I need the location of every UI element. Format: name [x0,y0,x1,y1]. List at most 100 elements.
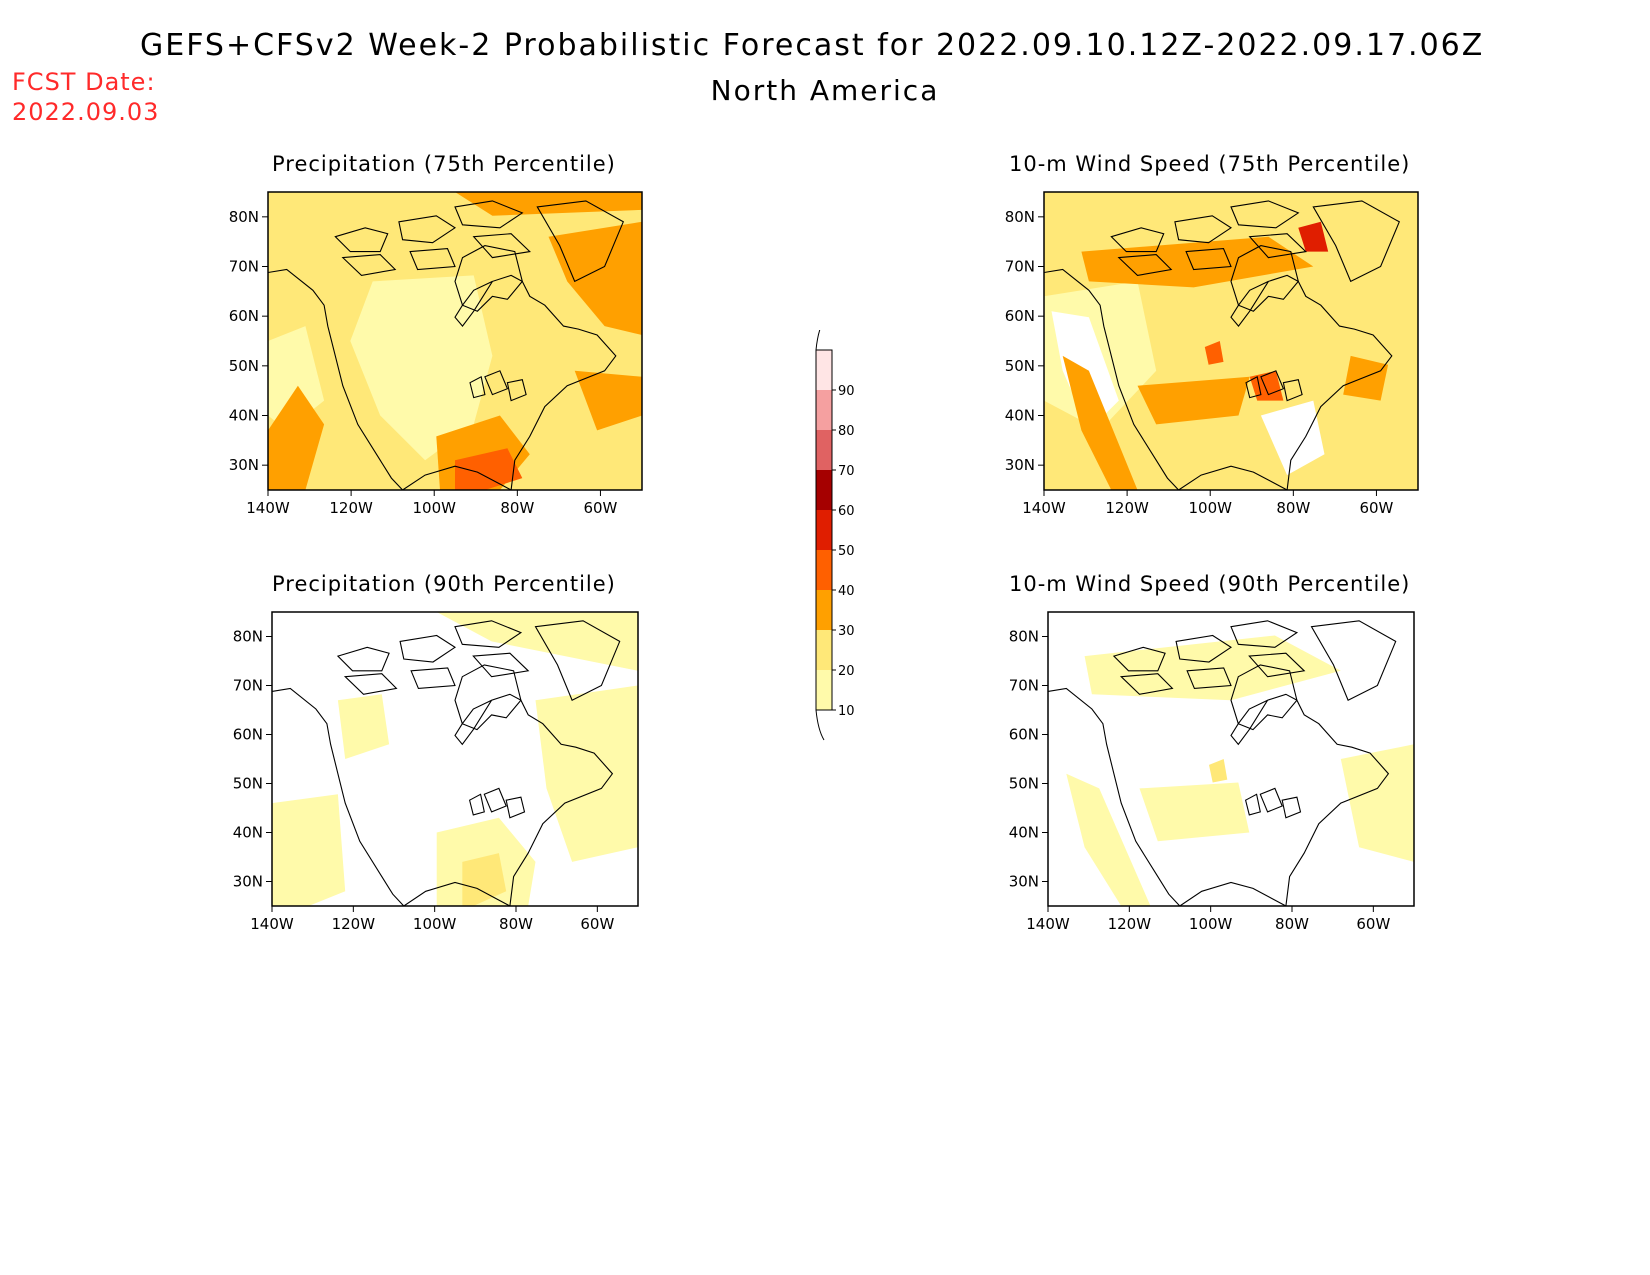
y-tick-label: 70N [229,258,259,276]
colorbar-swatch [816,550,832,590]
x-tick-label: 120W [329,499,373,517]
coastline [1245,375,1262,399]
coastline [272,687,405,906]
colorbar-tick-label: 10 [838,704,855,719]
shade-region [350,275,493,461]
coastline [410,667,456,689]
coastline [402,465,512,490]
y-tick-label: 70N [233,677,263,695]
colorbar-tick-label: 70 [838,464,855,479]
shade-region [1249,370,1284,401]
colorbar-swatch [816,390,832,430]
y-tick-label: 80N [233,628,263,646]
map-frame [1043,191,1419,491]
coastline [1312,200,1400,283]
coastline [454,664,522,731]
y-tick-label: 30N [229,456,259,474]
y-tick-label: 40N [1005,407,1035,425]
fcst-date-value: 2022.09.03 [12,98,160,126]
y-tick-label: 30N [233,873,263,891]
shade-region [1204,341,1224,365]
coastline [1259,787,1283,813]
panel-wind-90: 10-m Wind Speed (90th Percentile) 140W 12… [976,570,1436,940]
shade-region [535,685,638,862]
colorbar-swatch [816,350,832,390]
coastline [1230,274,1393,490]
shade-region [436,612,638,671]
shade-region [574,370,642,431]
x-tick-label: 140W [1022,499,1066,517]
shade-region [268,385,325,490]
coastline [1178,465,1288,490]
map-wind-90: 140W 120W 100W 80W 60W 80N 70N 60N 50N 40N 30N [1009,611,1415,933]
region-title: North America [710,74,940,107]
coastline [454,693,614,906]
coastline [505,796,526,819]
panel-precip-90: Precipitation (90th Percentile) 140W 120W… [200,570,660,940]
colorbar-tick-label: 20 [838,664,855,679]
x-tick-label: 80W [500,499,534,517]
x-tick-label: 100W [413,915,457,933]
colorbar-tick-label: 50 [838,544,855,559]
coastline [409,248,456,271]
x-tick-label: 140W [250,915,294,933]
coastline [1186,667,1232,689]
coastline [454,245,523,312]
coastline [1230,693,1390,906]
panel-title: Precipitation (90th Percentile) [272,572,616,596]
shade-region [548,221,642,335]
fcst-date-label: FCST Date: [12,68,156,96]
x-tick-label: 60W [1359,499,1393,517]
coastline [536,200,624,283]
shade-region [455,448,523,490]
map-frame [1047,611,1415,907]
coastline [268,268,404,490]
y-tick-label: 30N [1005,456,1035,474]
map-precip-90: 140W 120W 100W 80W 60W 80N 70N 60N 50N 40N 30N [233,611,639,933]
y-tick-label: 60N [229,307,259,325]
shade-region [1340,744,1414,862]
x-tick-label: 80W [1275,915,1309,933]
shade-region [1066,773,1151,906]
colorbar-swatch [816,670,832,710]
x-tick-label: 120W [1105,499,1149,517]
colorbar-swatch [816,630,832,670]
map-wind-75: 140W 120W 100W 80W 60W 80N 70N 60N 50N 40N 30N [1005,191,1419,517]
x-tick-label: 140W [246,499,290,517]
x-tick-label: 120W [332,915,376,933]
x-tick-label: 80W [499,915,533,933]
map-precip-75: 140W 120W 100W 80W 60W 80N 70N 60N 50N 40N 30N [229,191,643,517]
x-tick-label: 120W [1108,915,1152,933]
shade-region [1343,355,1389,401]
shade-region [1137,376,1250,425]
coastline [1310,620,1397,701]
coastline [1230,200,1300,229]
coastline [454,620,523,648]
colorbar-tick-label: 90 [838,384,855,399]
colorbar-tick-label: 30 [838,624,855,639]
colorbar-swatch [816,590,832,630]
x-tick-label: 100W [1189,915,1233,933]
coastline [1110,227,1165,253]
coastline [1119,673,1174,695]
coastline [336,646,390,672]
coastline [1230,245,1299,312]
coastline [334,227,389,253]
coastline [343,673,398,695]
coastline [1248,652,1306,678]
y-tick-label: 70N [1005,258,1035,276]
shade-region [1139,782,1250,842]
colorbar-tick-label: 60 [838,504,855,519]
coastline [483,787,507,813]
coastline [1185,248,1232,271]
coastline [398,215,457,244]
coastline [454,274,617,490]
x-tick-label: 100W [412,499,456,517]
coastline [468,793,485,816]
coastline [472,652,530,678]
shade-region [1084,635,1341,701]
map-frame [271,611,639,907]
y-tick-label: 30N [1009,873,1039,891]
map-frame [267,191,643,491]
y-tick-label: 50N [233,775,263,793]
